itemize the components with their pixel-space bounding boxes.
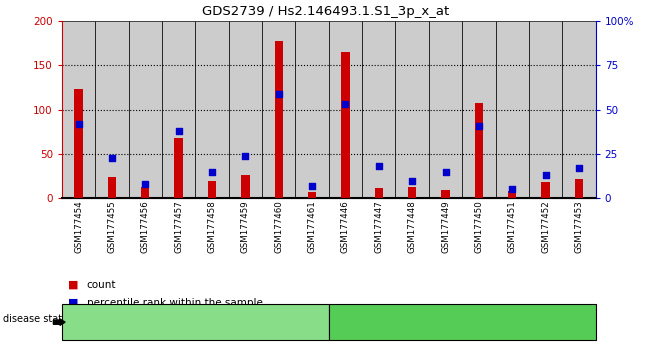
Text: GSM177461: GSM177461: [307, 200, 316, 253]
Text: GSM177451: GSM177451: [508, 200, 517, 253]
Bar: [128, 21, 162, 198]
Point: [307, 183, 317, 189]
Bar: [542, 182, 550, 198]
Text: GSM177456: GSM177456: [141, 200, 150, 253]
Point: [74, 121, 84, 127]
Text: GSM177458: GSM177458: [208, 200, 217, 253]
Point: [207, 169, 217, 175]
Bar: [475, 103, 483, 198]
Text: GSM177449: GSM177449: [441, 200, 450, 253]
Bar: [395, 21, 429, 198]
Text: ■: ■: [68, 298, 79, 308]
Text: disease state: disease state: [3, 314, 68, 324]
Text: GSM177453: GSM177453: [574, 200, 583, 253]
Bar: [262, 21, 296, 198]
Text: GSM177446: GSM177446: [341, 200, 350, 253]
Point: [440, 169, 450, 175]
Point: [474, 123, 484, 129]
Bar: [141, 187, 150, 198]
Text: normal terminal duct lobular unit: normal terminal duct lobular unit: [109, 317, 282, 327]
Bar: [374, 188, 383, 198]
Text: hyperplastic enlarged lobular unit: hyperplastic enlarged lobular unit: [374, 317, 551, 327]
Bar: [495, 21, 529, 198]
Bar: [195, 21, 229, 198]
Point: [407, 178, 417, 183]
Bar: [162, 21, 195, 198]
Point: [507, 187, 518, 192]
Bar: [107, 177, 116, 198]
Point: [240, 153, 251, 159]
Point: [374, 164, 384, 169]
Text: GSM177452: GSM177452: [541, 200, 550, 253]
Bar: [229, 21, 262, 198]
Text: GSM177459: GSM177459: [241, 200, 250, 253]
Bar: [62, 21, 95, 198]
Text: ■: ■: [68, 280, 79, 290]
Bar: [562, 21, 596, 198]
Point: [173, 128, 184, 134]
Bar: [529, 21, 562, 198]
Point: [107, 155, 117, 160]
Text: GSM177448: GSM177448: [408, 200, 417, 253]
Text: GSM177450: GSM177450: [475, 200, 484, 253]
Text: count: count: [87, 280, 116, 290]
Bar: [508, 191, 516, 198]
Bar: [208, 181, 216, 198]
Text: GSM177457: GSM177457: [174, 200, 183, 253]
Bar: [408, 187, 417, 198]
Point: [574, 165, 584, 171]
Bar: [362, 21, 395, 198]
Bar: [241, 175, 249, 198]
Bar: [95, 21, 128, 198]
Bar: [296, 21, 329, 198]
Text: percentile rank within the sample: percentile rank within the sample: [87, 298, 262, 308]
Bar: [308, 192, 316, 198]
Point: [273, 91, 284, 97]
Text: GSM177460: GSM177460: [274, 200, 283, 253]
Text: GSM177454: GSM177454: [74, 200, 83, 253]
Bar: [174, 138, 183, 198]
Point: [140, 181, 150, 187]
Bar: [441, 190, 450, 198]
Bar: [429, 21, 462, 198]
Point: [340, 102, 351, 107]
Bar: [329, 21, 362, 198]
Bar: [575, 179, 583, 198]
Text: GSM177455: GSM177455: [107, 200, 117, 253]
Bar: [341, 52, 350, 198]
Text: GDS2739 / Hs2.146493.1.S1_3p_x_at: GDS2739 / Hs2.146493.1.S1_3p_x_at: [202, 5, 449, 18]
Bar: [462, 21, 495, 198]
Bar: [275, 41, 283, 198]
Bar: [74, 89, 83, 198]
Point: [540, 172, 551, 178]
Text: GSM177447: GSM177447: [374, 200, 383, 253]
